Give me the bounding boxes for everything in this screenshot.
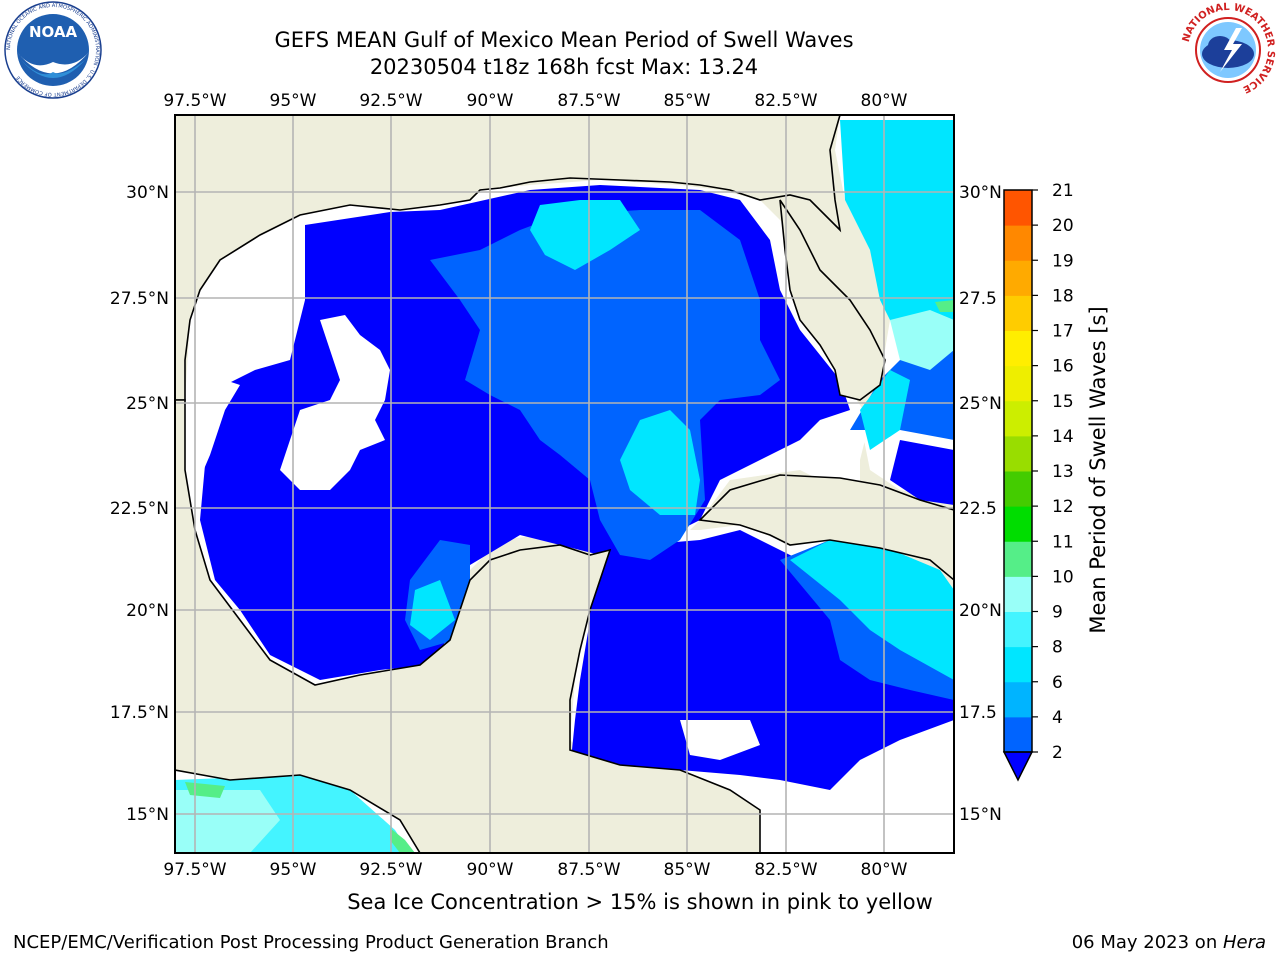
footer-date-text: 06 May 2023 on	[1071, 932, 1223, 953]
lon-tick-bottom: 82.5°W	[754, 860, 817, 880]
swell-period-under-2-caribbean	[570, 530, 954, 790]
lat-tick-right: 20°N	[959, 601, 1002, 621]
low-area-north-texas	[215, 240, 300, 360]
colorbar-segment	[1004, 295, 1032, 331]
colorbar-segment	[1004, 330, 1032, 367]
colorbar-ticks: 2 4 6 8 9 10 11 12 13 14 15 16 17 18 19 20 21	[1032, 181, 1074, 763]
lon-tick-top: 90°W	[467, 91, 514, 111]
colorbar-tick-label: 17	[1052, 322, 1074, 342]
colorbar	[1002, 189, 1034, 782]
noaa-logo-text: NOAA	[29, 23, 78, 41]
colorbar-segment	[1004, 716, 1032, 753]
footer-date: 06 May 2023 on Hera	[1072, 932, 1266, 953]
swell-period-9-10-pacific-east	[390, 828, 415, 853]
lon-tick-bottom: 85°W	[664, 860, 711, 880]
colorbar-tick-label: 10	[1052, 567, 1074, 587]
swell-period-9-10-atlantic	[935, 300, 954, 312]
lon-tick-bottom: 92.5°W	[359, 860, 422, 880]
colorbar-tick-label: 16	[1052, 357, 1074, 377]
lat-tick-right: 25°N	[959, 394, 1002, 414]
colorbar-tick-label: 18	[1052, 286, 1074, 306]
lat-tick-right: 27.5	[959, 289, 997, 309]
footer-machine: Hera	[1222, 932, 1266, 953]
colorbar-segment	[1004, 190, 1032, 226]
lat-tick-left: 17.5°N	[110, 703, 169, 723]
lon-tick-bottom: 87.5°W	[557, 860, 620, 880]
colorbar-tick-label: 19	[1052, 251, 1074, 271]
lon-tick-top: 95°W	[270, 91, 317, 111]
colorbar-tick-label: 12	[1052, 497, 1074, 517]
graticule	[175, 115, 954, 853]
lon-tick-top: 87.5°W	[557, 91, 620, 111]
colorbar-segment	[1004, 225, 1032, 261]
colorbar-tick-label: 2	[1052, 743, 1063, 763]
swell-period-4-6-center	[620, 410, 700, 515]
low-area-southeast	[680, 720, 760, 760]
swell-period-8-9-atlantic	[890, 310, 954, 370]
colorbar-tick-label: 11	[1052, 532, 1074, 552]
mexico-land	[175, 399, 761, 853]
lon-tick-top: 82.5°W	[754, 91, 817, 111]
map-frame	[174, 114, 955, 854]
colorbar-segment	[1004, 576, 1032, 612]
colorbar-segment	[1004, 365, 1032, 402]
colorbar-extend-arrow	[1002, 751, 1034, 782]
lat-tick-right: 30°N	[959, 183, 1002, 203]
chart-subtitle: 20230504 t18z 168h fcst Max: 13.24	[369, 55, 759, 79]
lon-tick-bottom: 90°W	[467, 860, 514, 880]
colorbar-tick-label: 21	[1052, 181, 1074, 201]
nws-logo: NATIONAL WEATHER SERVICE	[1181, 2, 1276, 96]
colorbar-tick-label: 4	[1052, 708, 1063, 728]
lat-tick-right: 22.5	[959, 499, 997, 519]
colorbar-segment	[1004, 260, 1032, 296]
colorbar-segment	[1004, 681, 1032, 718]
colorbar-segment	[1004, 471, 1032, 507]
chart-title: GEFS MEAN Gulf of Mexico Mean Period of …	[274, 28, 854, 52]
swell-period-4-6	[530, 200, 640, 270]
colorbar-tick-label: 13	[1052, 462, 1074, 482]
lat-tick-right: 17.5	[959, 703, 997, 723]
lat-tick-right: 15°N	[959, 805, 1002, 825]
lon-tick-top: 92.5°W	[359, 91, 422, 111]
lon-tick-top: 85°W	[664, 91, 711, 111]
swell-period-4-6-caribbean	[790, 535, 954, 680]
swell-period-4-6-florida-strait	[860, 370, 910, 450]
lon-tick-bottom: 95°W	[270, 860, 317, 880]
footer-credit: NCEP/EMC/Verification Post Processing Pr…	[13, 932, 609, 953]
colorbar-tick-label: 15	[1052, 392, 1074, 412]
map-area	[175, 115, 954, 853]
lon-tick-top: 97.5°W	[163, 91, 226, 111]
florida-land	[779, 199, 886, 401]
colorbar-tick-label: 20	[1052, 216, 1074, 236]
usa-coastline-land	[175, 115, 842, 401]
colorbar-segment	[1004, 541, 1032, 577]
footnote: Sea Ice Concentration > 15% is shown in …	[347, 890, 933, 914]
lat-tick-left: 25°N	[126, 394, 169, 414]
swell-period-4-6-atlantic	[840, 120, 954, 340]
colorbar-segment	[1004, 506, 1032, 542]
lon-tick-bottom: 80°W	[861, 860, 908, 880]
colorbar-tick-label: 9	[1052, 603, 1063, 623]
lat-tick-left: 15°N	[126, 805, 169, 825]
colorbar-tick-label: 6	[1052, 673, 1063, 693]
colorbar-segment	[1004, 400, 1032, 437]
colorbar-segment	[1004, 611, 1032, 648]
swell-period-8-9-pacific	[175, 790, 280, 853]
colorbar-tick-label: 14	[1052, 427, 1074, 447]
lat-tick-left: 22.5°N	[110, 499, 169, 519]
lon-tick-top: 80°W	[861, 91, 908, 111]
lon-tick-bottom: 97.5°W	[163, 860, 226, 880]
lat-tick-left: 27.5°N	[110, 289, 169, 309]
swell-period-under-2-atlantic	[890, 440, 954, 505]
colorbar-segment	[1004, 646, 1032, 683]
lat-tick-left: 30°N	[126, 183, 169, 203]
cuba-land	[698, 474, 954, 582]
colorbar-tick-label: 8	[1052, 638, 1063, 658]
lat-tick-left: 20°N	[126, 601, 169, 621]
colorbar-label: Mean Period of Swell Waves [s]	[1086, 306, 1110, 634]
colorbar-segment	[1004, 435, 1032, 472]
low-area-west-coast	[185, 380, 240, 490]
noaa-logo: NOAA NATIONAL OCEANIC AND ATMOSPHERIC AD…	[4, 1, 102, 99]
